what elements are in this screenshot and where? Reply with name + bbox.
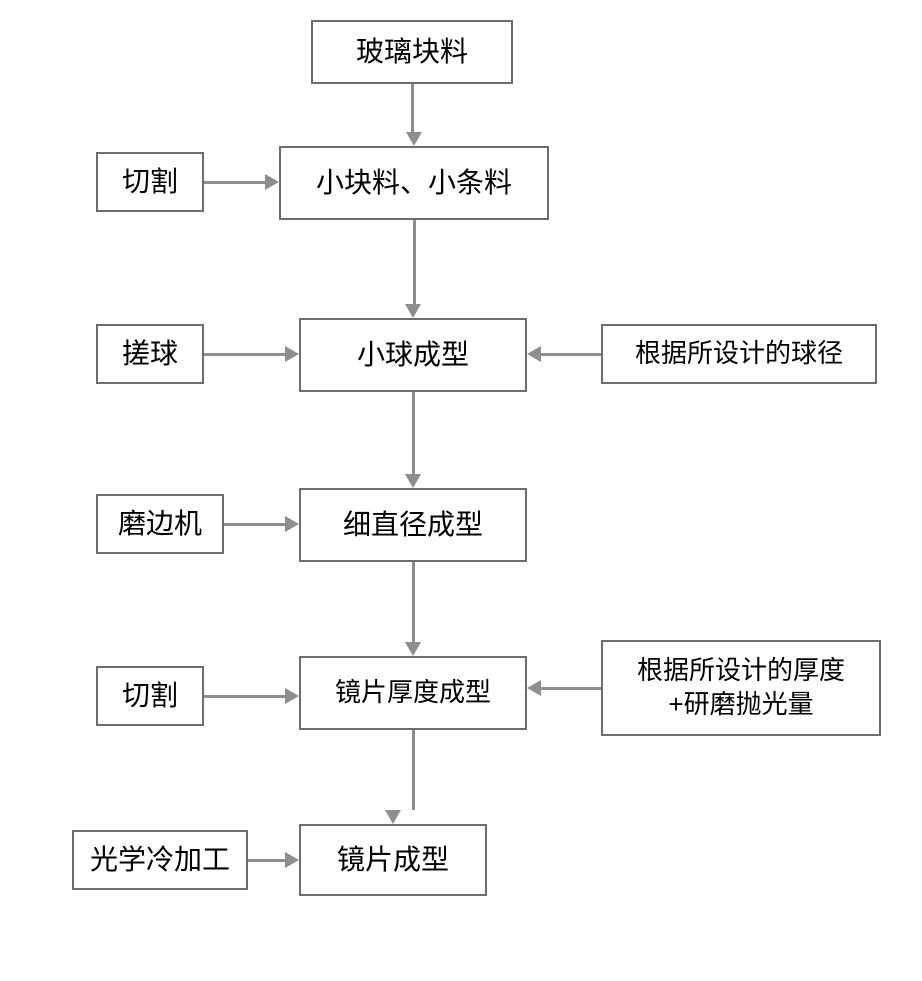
flowchart-node-n2: 切割 (96, 152, 204, 212)
flowchart-edge (204, 181, 265, 184)
flowchart-edge (412, 562, 415, 642)
flowchart-node-n8: 细直径成型 (299, 488, 527, 562)
flowchart-edge (224, 523, 285, 526)
arrow-head-icon (285, 346, 299, 362)
flowchart-node-n9: 切割 (96, 666, 204, 726)
arrow-head-icon (527, 346, 541, 362)
flowchart-node-n5: 小球成型 (299, 318, 527, 392)
arrow-head-icon (285, 852, 299, 868)
flowchart-edge (204, 353, 285, 356)
flowchart-edge (411, 84, 414, 132)
flowchart-node-n7: 磨边机 (96, 494, 224, 554)
arrow-head-icon (285, 516, 299, 532)
flowchart-node-n10: 镜片厚度成型 (299, 656, 527, 730)
flowchart-node-n11: 根据所设计的厚度 +研磨抛光量 (601, 640, 881, 736)
arrow-head-icon (285, 688, 299, 704)
flowchart-canvas: 玻璃块料切割小块料、小条料搓球小球成型根据所设计的球径磨边机细直径成型切割镜片厚… (0, 0, 922, 981)
flowchart-node-n13: 镜片成型 (299, 824, 487, 896)
flowchart-edge (412, 730, 415, 810)
flowchart-node-n4: 搓球 (96, 324, 204, 384)
arrow-head-icon (265, 174, 279, 190)
arrow-head-icon (405, 304, 421, 318)
arrow-head-icon (405, 474, 421, 488)
arrow-head-icon (406, 132, 422, 146)
flowchart-edge (413, 220, 416, 304)
arrow-head-icon (527, 680, 541, 696)
flowchart-node-n1: 玻璃块料 (311, 20, 513, 84)
flowchart-node-n6: 根据所设计的球径 (601, 324, 877, 384)
flowchart-edge (541, 687, 601, 690)
flowchart-edge (541, 353, 601, 356)
flowchart-edge (204, 695, 285, 698)
flowchart-node-n3: 小块料、小条料 (279, 146, 549, 220)
flowchart-node-n12: 光学冷加工 (72, 830, 248, 890)
arrow-head-icon (405, 642, 421, 656)
flowchart-edge (412, 392, 415, 474)
arrow-head-icon (385, 810, 401, 824)
flowchart-edge (248, 859, 285, 862)
